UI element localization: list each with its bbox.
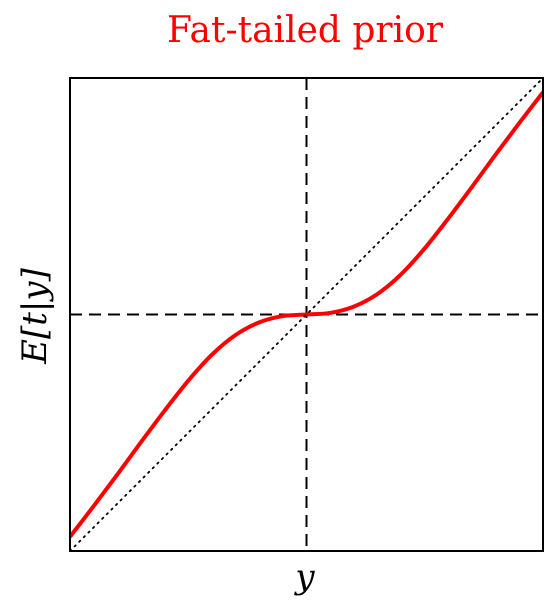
posterior-mean-curve xyxy=(70,90,543,539)
plot-marks xyxy=(70,78,543,551)
plot-area xyxy=(69,77,544,552)
plot-frame xyxy=(69,77,544,552)
identity-dotted-line xyxy=(70,78,543,551)
y-axis-label: E[t|y] xyxy=(15,267,55,364)
chart-title: Fat-tailed prior xyxy=(167,10,444,51)
x-axis-label: y xyxy=(293,557,315,597)
